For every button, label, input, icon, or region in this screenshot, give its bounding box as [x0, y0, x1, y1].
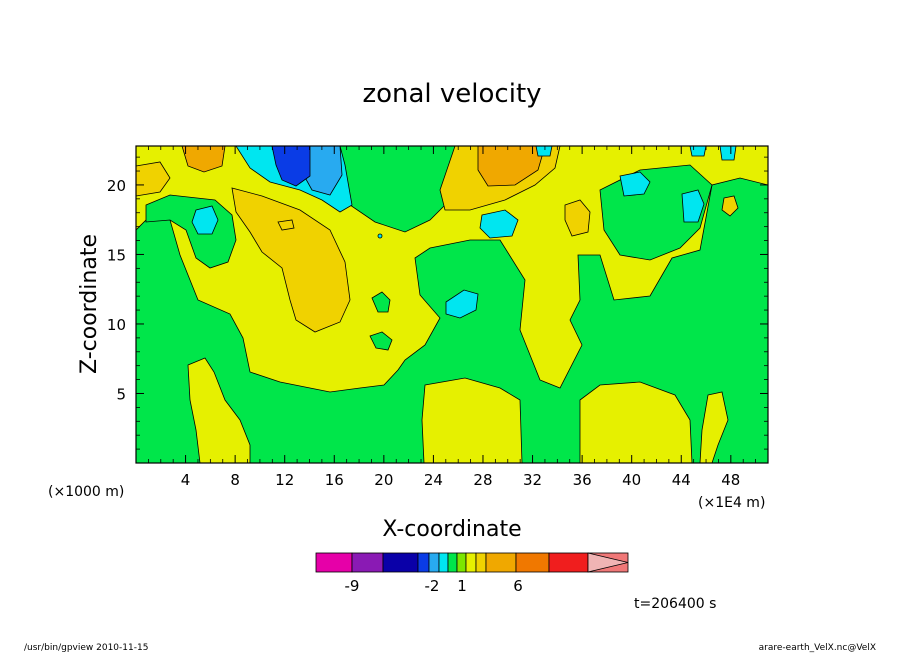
x-tick-label: 28 — [473, 471, 492, 489]
colorbar-tick-label: -2 — [425, 577, 440, 595]
colorbar-segment — [447, 552, 458, 573]
field-tiny-contour — [377, 233, 383, 239]
field-blue-core — [271, 146, 311, 187]
y-tick-label: 10 — [107, 316, 126, 334]
colorbar-segment — [428, 552, 440, 573]
colorbar-labels: -9 -2 1 6 — [345, 577, 523, 595]
plot-area — [136, 146, 768, 463]
y-axis-title: Z-coordinate — [77, 234, 102, 374]
x-axis: 4 8 12 16 20 24 28 32 36 40 44 48 — [147, 146, 757, 489]
field-orange-blob-right-a — [564, 199, 591, 237]
colorbar-segment — [515, 552, 550, 573]
x-tick-label: 24 — [424, 471, 443, 489]
field-cyan-blob-top-right — [719, 146, 737, 161]
colorbar-tick-label: 6 — [513, 577, 523, 595]
colorbar-segment — [351, 552, 384, 573]
field-yellow-right-strip — [699, 391, 729, 463]
field-orange-upper-left — [136, 161, 171, 197]
x-tick-label: 8 — [230, 471, 240, 489]
x-axis-title: X-coordinate — [382, 517, 521, 542]
y-axis: 5 10 15 20 — [107, 156, 768, 450]
y-tick-label: 5 — [116, 385, 126, 403]
x-tick-label: 40 — [622, 471, 641, 489]
footer-right: arare-earth_VelX.nc@VelX — [759, 643, 876, 653]
colorbar — [315, 552, 629, 573]
y-axis-unit: (×1000 m) — [48, 484, 124, 500]
field-cyan-blob-left — [191, 205, 219, 235]
field-cyan-blob-top-right-b — [689, 146, 707, 157]
colorbar-extend-arrow — [587, 552, 629, 573]
x-axis-unit: (×1E4 m) — [698, 495, 765, 511]
colorbar-segment — [456, 552, 467, 573]
field-orange-blob-right-b — [721, 195, 739, 217]
colorbar-segment — [417, 552, 430, 573]
colorbar-segment — [465, 552, 477, 573]
x-tick-label: 16 — [325, 471, 344, 489]
colorbar-segment — [485, 552, 517, 573]
field-cyan-blob-right-b — [619, 171, 651, 197]
field-orange-blob-small — [277, 219, 295, 231]
chart-title: zonal velocity — [362, 79, 541, 109]
field-green-islet-a — [371, 291, 391, 313]
field-cyan-blob-mid — [445, 289, 479, 319]
colorbar-segment — [315, 552, 353, 573]
x-tick-label: 36 — [573, 471, 592, 489]
x-tick-label: 20 — [374, 471, 393, 489]
field-dark-orange-upper-left — [181, 146, 226, 173]
field-green-islet-b — [369, 331, 393, 351]
colorbar-segment — [438, 552, 449, 573]
time-label: t=206400 s — [634, 596, 716, 612]
field-yellow-lower-mid — [421, 377, 523, 463]
colorbar-segment — [548, 552, 589, 573]
plot-frame — [135, 145, 769, 464]
field-cyan-blob-right-c — [681, 189, 705, 223]
x-tick-label: 44 — [672, 471, 691, 489]
field-yellow-lower-right — [579, 381, 693, 463]
field-dark-orange-top-right — [477, 146, 546, 187]
x-tick-label: 4 — [181, 471, 191, 489]
field-cyan-blob-right-a — [479, 209, 519, 239]
y-tick-label: 20 — [107, 177, 126, 195]
field-orange-center — [231, 187, 351, 333]
x-tick-label: 48 — [721, 471, 740, 489]
colorbar-tick-label: 1 — [457, 577, 467, 595]
colorbar-segment — [382, 552, 419, 573]
colorbar-tick-label: -9 — [345, 577, 360, 595]
field-cyan-blob-top-mid — [535, 146, 553, 157]
colorbar-segment — [475, 552, 487, 573]
field-yellow-lower-left — [187, 357, 251, 463]
x-tick-label: 12 — [275, 471, 294, 489]
footer-left: /usr/bin/gpview 2010-11-15 — [24, 643, 148, 653]
x-tick-label: 32 — [523, 471, 542, 489]
y-tick-label: 15 — [107, 246, 126, 264]
